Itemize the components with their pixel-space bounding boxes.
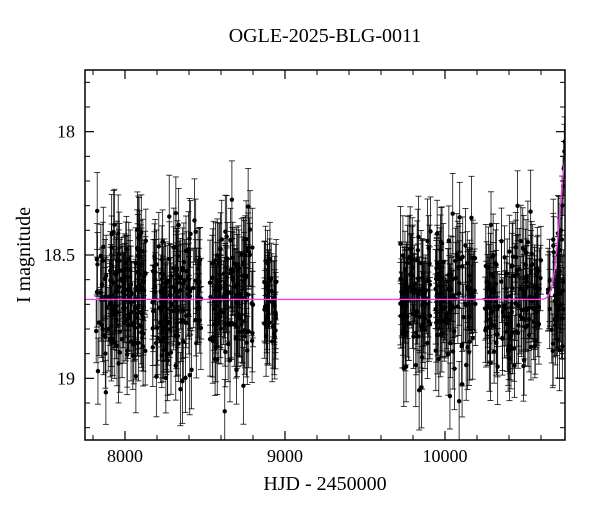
x-tick-label: 9000 xyxy=(267,446,303,466)
chart-title: OGLE-2025-BLG-0011 xyxy=(229,25,422,47)
y-axis-label: I magnitude xyxy=(13,207,35,303)
x-tick-label: 10000 xyxy=(423,446,468,466)
y-tick-label: 19 xyxy=(57,368,75,388)
chart-svg: 8000 9000 10000 18 18.5 19 OGLE-2025-BLG-0011 H… xyxy=(0,0,600,512)
x-axis-label: HJD - 2450000 xyxy=(263,473,386,495)
y-tick-label: 18 xyxy=(57,122,75,142)
x-tick-label: 8000 xyxy=(107,446,143,466)
lightcurve-chart: 8000 9000 10000 18 18.5 19 OGLE-2025-BLG-0011 H… xyxy=(0,0,600,512)
y-tick-label: 18.5 xyxy=(44,245,76,265)
